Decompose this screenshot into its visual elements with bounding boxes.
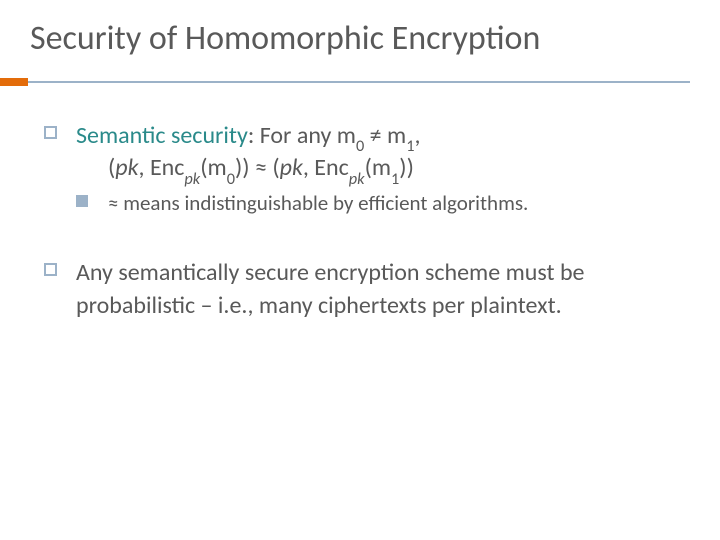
bullet-item-1: Semantic security: For any m0 ≠ m1, (pk,… [44, 120, 680, 217]
subscript-pk: pk [184, 169, 200, 189]
rule-line [0, 81, 690, 83]
text-run: )) [399, 153, 414, 182]
pk-italic: pk [280, 153, 303, 182]
slide-title: Security of Homomorphic Encryption [30, 18, 690, 59]
sub-bullet-text: ≈ means indistinguishable by efficient a… [108, 190, 528, 216]
slide-body: Semantic security: For any m0 ≠ m1, (pk,… [44, 120, 680, 362]
item1-line2: (pk, Encpk(m0)) ≈ (pk, Encpk(m1)) [76, 152, 680, 184]
slide: Security of Homomorphic Encryption Seman… [0, 0, 720, 540]
subscript-0: 0 [227, 169, 235, 189]
subscript-1: 1 [406, 136, 414, 156]
text-run: (m [365, 153, 391, 182]
text-run: )) ≈ ( [235, 153, 280, 182]
text-run: (m [200, 153, 226, 182]
bullet-icon [44, 263, 57, 276]
bullet-item-2: Any semantically secure encryption schem… [44, 257, 680, 322]
text-run: , [415, 121, 421, 150]
text-run: , Enc [139, 153, 185, 182]
accent-tick [0, 78, 28, 86]
item2-text: Any semantically secure encryption schem… [76, 258, 585, 319]
sub-bullet-icon [76, 195, 88, 207]
subscript-pk: pk [349, 169, 365, 189]
subscript-1: 1 [391, 169, 399, 189]
bullet-icon [44, 126, 57, 139]
text-run: ≠ m [364, 121, 406, 150]
pk-italic: pk [115, 153, 138, 182]
text-run: , Enc [303, 153, 349, 182]
sub-bullet: ≈ means indistinguishable by efficient a… [76, 189, 680, 217]
semantic-security-label: Semantic security [76, 121, 248, 150]
subscript-0: 0 [356, 136, 364, 156]
text-run: : For any m [248, 121, 356, 150]
item1-line1: Semantic security: For any m0 ≠ m1, [76, 120, 680, 152]
